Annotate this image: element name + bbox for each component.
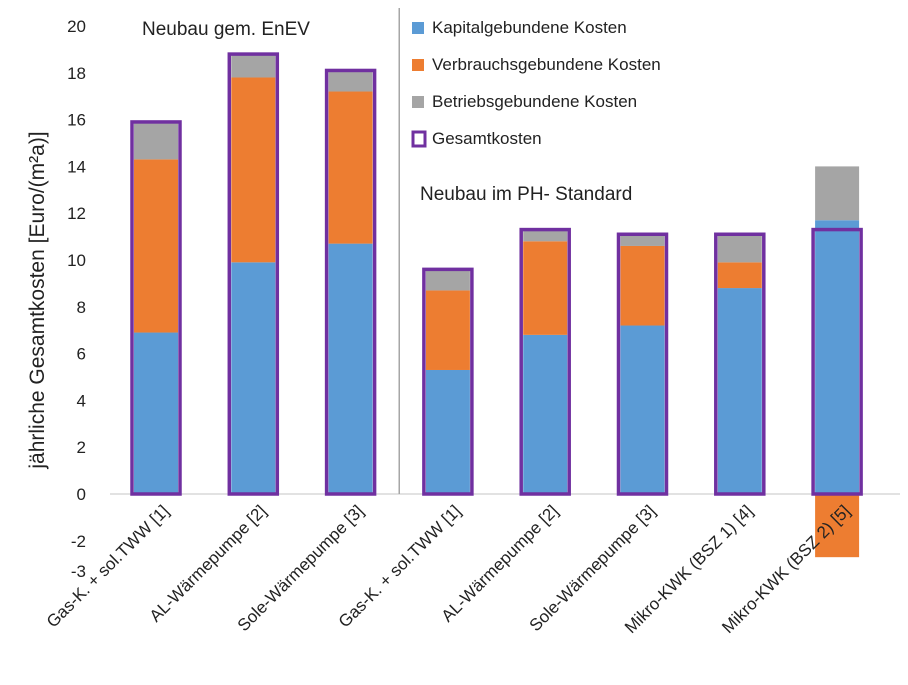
- bar-segment: [620, 325, 665, 494]
- legend-label: Verbrauchsgebundene Kosten: [432, 55, 661, 74]
- bar-segment: [523, 334, 568, 494]
- legend-swatch: [412, 59, 424, 71]
- bar-segment: [328, 91, 373, 244]
- total-outline: [324, 68, 377, 496]
- total-outline: [422, 267, 474, 496]
- bar-segment: [523, 229, 568, 242]
- y-tick-label: 16: [67, 111, 86, 130]
- y-axis-label: jährliche Gesamtkosten [Euro/(m²a)]: [26, 131, 49, 469]
- bar-segment: [231, 77, 276, 263]
- total-layer: [130, 52, 863, 496]
- y-tick-label: 18: [67, 64, 86, 83]
- y-tick-label: 14: [67, 157, 86, 176]
- bar-segment: [815, 494, 860, 558]
- y-tick-label: -3: [71, 562, 86, 581]
- y-tick-label: 2: [77, 438, 86, 457]
- legend-label: Betriebsgebundene Kosten: [432, 92, 637, 111]
- y-tick-label: 8: [77, 298, 86, 317]
- legend-swatch: [412, 96, 424, 108]
- legend-label: Gesamtkosten: [432, 129, 542, 148]
- y-tick-label: 0: [77, 485, 86, 504]
- bar-segment: [425, 269, 470, 291]
- total-outline: [616, 232, 669, 496]
- bar-segment: [717, 262, 762, 289]
- bar-segment: [425, 369, 470, 494]
- total-outline: [714, 232, 766, 496]
- y-tick-label: 20: [67, 17, 86, 36]
- group-label: Neubau im PH- Standard: [420, 184, 632, 205]
- bar-segment: [717, 234, 762, 263]
- total-outline: [519, 227, 571, 496]
- legend-swatch: [412, 22, 424, 34]
- bar-segment: [134, 332, 178, 494]
- bar-segment: [134, 121, 178, 160]
- bar-segment: [523, 241, 568, 335]
- bar-segment: [231, 262, 276, 494]
- y-tick-label: -2: [71, 532, 86, 551]
- legend-label: Kapitalgebundene Kosten: [432, 18, 627, 37]
- total-outline: [811, 227, 863, 496]
- bar-segment: [717, 288, 762, 494]
- legend: Kapitalgebundene Kosten Verbrauchsgebunde…: [411, 18, 661, 148]
- total-outline: [227, 52, 280, 496]
- bar-layer: [134, 54, 860, 558]
- bar-segment: [425, 290, 470, 370]
- bar-segment: [328, 70, 373, 92]
- bar-segment: [815, 166, 860, 221]
- bar-segment: [328, 243, 373, 494]
- bar-segment: [620, 234, 665, 246]
- y-tick-label: 12: [67, 204, 86, 223]
- y-tick-label: 10: [67, 251, 86, 270]
- legend-swatch: [411, 130, 427, 148]
- total-outline: [130, 120, 182, 496]
- bar-segment: [231, 54, 276, 78]
- y-tick-label: 4: [77, 391, 86, 410]
- bar-segment: [815, 220, 860, 494]
- group-label: Neubau gem. EnEV: [142, 19, 310, 40]
- bar-segment: [134, 159, 178, 333]
- y-tick-label: 6: [77, 345, 86, 364]
- bar-segment: [620, 245, 665, 326]
- axis-layer: -2 0 2 4 6 8 10 12 14 16 18 20 -3 jährliche Gesamtkos…: [26, 8, 900, 581]
